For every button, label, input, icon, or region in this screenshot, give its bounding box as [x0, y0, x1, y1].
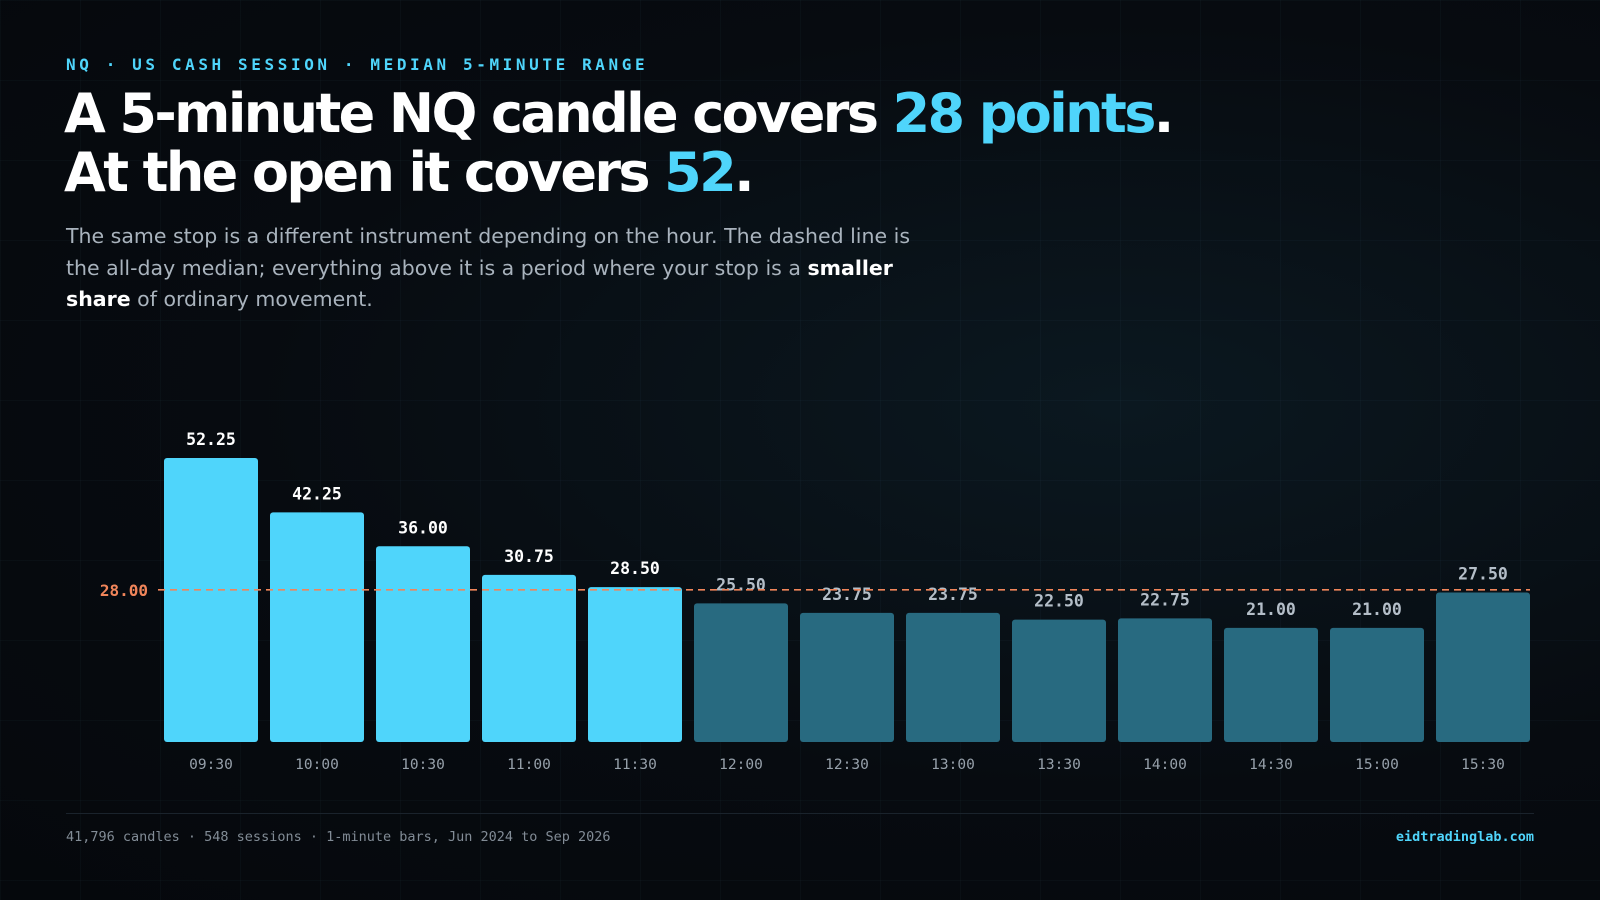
bar-13:30: [1012, 619, 1106, 742]
bar-09:30: [164, 457, 258, 742]
bar-14:00: [1118, 618, 1212, 742]
footer-source: 41,796 candles · 548 sessions · 1-minute…: [66, 829, 611, 845]
headline: A 5-minute NQ candle covers 28 points. A…: [64, 82, 1175, 202]
tick-label-14:00: 14:00: [1143, 757, 1187, 773]
headline-line-2-prefix: At the open it covers: [64, 141, 665, 204]
tick-label-14:30: 14:30: [1249, 757, 1293, 773]
bar-14:30: [1224, 627, 1318, 742]
data-label-10:30: 36.00: [398, 518, 448, 537]
bar-15:30: [1436, 592, 1530, 742]
bar-15:00: [1330, 627, 1424, 742]
bar-13:00: [906, 612, 1000, 742]
headline-line-2: At the open it covers 52.: [64, 143, 1172, 202]
subtitle: The same stop is a different instrument …: [66, 221, 936, 316]
subtitle-emphasis: smaller share: [66, 255, 893, 312]
data-label-11:30: 28.50: [610, 559, 660, 578]
data-label-10:00: 42.25: [292, 484, 342, 503]
tick-label-13:00: 13:00: [931, 757, 975, 773]
headline-line-1-prefix: A 5-minute NQ candle covers: [64, 82, 893, 145]
data-label-13:00: 23.75: [928, 585, 978, 604]
eyebrow-label: NQ · US CASH SESSION · MEDIAN 5-MINUTE R…: [66, 55, 649, 74]
bar-11:00: [482, 574, 576, 742]
data-label-14:30: 21.00: [1246, 600, 1296, 619]
tick-label-09:30: 09:30: [189, 757, 233, 773]
subtitle-text-1: The same stop is a different instrument …: [66, 224, 910, 280]
headline-line-2-suffix: .: [734, 141, 755, 204]
data-label-15:00: 21.00: [1352, 600, 1402, 619]
tick-label-13:30: 13:30: [1037, 757, 1081, 773]
tick-label-11:30: 11:30: [613, 757, 657, 773]
headline-highlight-median: 28 points: [892, 82, 1157, 145]
data-label-15:30: 27.50: [1458, 565, 1508, 584]
headline-highlight-open: 52: [664, 141, 737, 204]
tick-label-10:00: 10:00: [295, 757, 339, 773]
bar-11:30: [588, 587, 682, 742]
data-label-12:00: 25.50: [716, 575, 766, 594]
bar-12:30: [800, 612, 894, 742]
data-label-13:30: 22.50: [1034, 592, 1084, 611]
data-label-14:00: 22.75: [1140, 590, 1190, 609]
footer-divider: [66, 813, 1534, 814]
tick-label-15:30: 15:30: [1461, 757, 1505, 773]
data-label-09:30: 52.25: [186, 430, 236, 449]
data-label-11:00: 30.75: [504, 547, 554, 566]
headline-line-1: A 5-minute NQ candle covers 28 points.: [64, 82, 1175, 145]
bar-10:00: [270, 512, 364, 742]
tick-label-12:30: 12:30: [825, 757, 869, 773]
tick-label-12:00: 12:00: [719, 757, 763, 773]
tick-label-11:00: 11:00: [507, 757, 551, 773]
median-reference-label: 28.00: [100, 581, 148, 600]
footer-brand-link[interactable]: eidtradinglab.com: [1395, 829, 1534, 845]
bar-12:00: [694, 603, 788, 742]
tick-label-10:30: 10:30: [401, 757, 445, 773]
subtitle-text-2: of ordinary movement.: [130, 287, 373, 311]
data-label-12:30: 23.75: [822, 585, 872, 604]
tick-label-15:00: 15:00: [1355, 757, 1399, 773]
headline-line-1-suffix: .: [1153, 82, 1175, 145]
bar-10:30: [376, 546, 470, 742]
